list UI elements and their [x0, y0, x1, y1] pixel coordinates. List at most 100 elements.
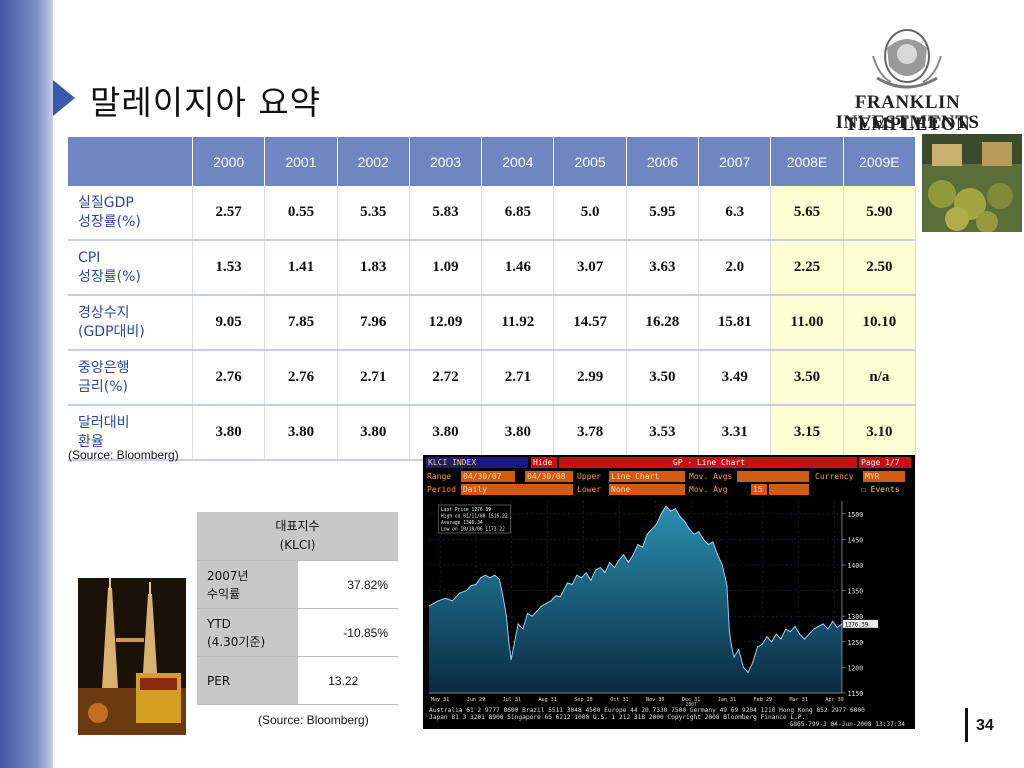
- bbg-events-toggle[interactable]: ☐ Events: [861, 485, 900, 494]
- data-point: [766, 636, 768, 638]
- table-cell: 3.80: [192, 405, 266, 461]
- bloomberg-terminal-chart: KLCI INDEX Hide GP - Line Chart Page 1/7…: [423, 455, 915, 729]
- data-point: [502, 595, 504, 597]
- bbg-period-label: Period: [427, 485, 456, 494]
- table-cell: 7.96: [337, 295, 410, 351]
- bbg-movavg-label: Mov. Avg: [689, 485, 728, 494]
- franklin-templeton-logo: FRANKLIN TEMPLETON INVESTMENTS: [805, 26, 1010, 135]
- bbg-events-label: Events: [870, 485, 900, 494]
- data-point: [494, 574, 496, 576]
- table-row: 실질GDP 성장률(%) 2.57 0.55 5.35 5.83 6.85 5.0…: [68, 186, 917, 241]
- bbg-lower-select[interactable]: None: [609, 484, 685, 495]
- data-point: [585, 572, 587, 574]
- data-point: [466, 590, 467, 591]
- x-tick-label: May 31: [431, 697, 449, 703]
- data-point: [484, 574, 486, 576]
- data-point: [731, 646, 733, 648]
- data-point: [780, 638, 782, 640]
- stats-line: High on 01/11/08 1516.22: [441, 513, 508, 519]
- last-price-label: 1276.39: [845, 622, 869, 628]
- source-note: (Source: Bloomberg): [258, 713, 369, 727]
- bbg-lower-label: Lower: [577, 485, 602, 494]
- row-label-line2: 환율: [78, 433, 104, 450]
- row-label: 실질GDP 성장률(%): [68, 186, 193, 241]
- x-tick-label: Oct 31: [610, 697, 628, 703]
- table-row: 경상수지 (GDP대비) 9.05 7.85 7.96 12.09 11.92 1…: [68, 295, 917, 351]
- table-cell-estimate: 3.10: [843, 405, 917, 461]
- header-year: 2006: [626, 137, 700, 186]
- stats-line: Low on 10/10/06 1173.22: [441, 526, 505, 532]
- x-tick-label: Apr 30: [825, 697, 843, 703]
- data-point: [604, 572, 606, 574]
- data-point: [541, 605, 542, 607]
- table-cell: 1.41: [264, 240, 338, 296]
- index-header-line2: (KLCI): [279, 538, 316, 552]
- data-point: [576, 574, 578, 576]
- bbg-range-to[interactable]: 04/30/08: [525, 471, 573, 482]
- bbg-currency-field[interactable]: MYR: [863, 471, 905, 482]
- table-cell: 1.09: [409, 240, 483, 296]
- bbg-movavg-field[interactable]: 15: [751, 484, 767, 495]
- logo-line1: FRANKLIN TEMPLETON: [844, 92, 971, 135]
- table-cell: 5.95: [626, 186, 700, 241]
- bbg-page[interactable]: Page 1/7: [859, 457, 911, 468]
- bbg-hide-button[interactable]: Hide: [531, 457, 557, 468]
- row-label: CPI 성장률(%): [68, 240, 193, 296]
- data-point: [480, 577, 481, 579]
- index-row-label: YTD (4.30기준): [197, 608, 298, 657]
- index-row: 2007년 수익률 37.82%: [197, 560, 398, 609]
- bbg-range-from[interactable]: 04/30/07: [461, 471, 515, 482]
- data-point: [499, 578, 500, 580]
- page-title: 말레이지아 요약: [90, 83, 322, 122]
- bbg-settings-row1: Range 04/30/07 04/30/08 Upper Line Chart…: [423, 470, 915, 483]
- title-arrow-icon: [53, 80, 75, 116]
- data-point: [656, 523, 657, 525]
- bbg-period-select[interactable]: Daily: [461, 484, 573, 495]
- table-cell: 3.80: [409, 405, 483, 461]
- data-point: [728, 631, 730, 632]
- table-cell: 3.31: [698, 405, 772, 461]
- bbg-movavg-extra[interactable]: [769, 484, 809, 495]
- data-point: [642, 546, 643, 548]
- y-tick-label: 1300: [848, 613, 864, 621]
- table-cell-estimate: n/a: [843, 350, 917, 406]
- table-cell: 2.76: [192, 350, 266, 406]
- data-point: [646, 533, 648, 535]
- data-point: [623, 554, 625, 556]
- table-cell: 9.05: [192, 295, 266, 351]
- data-point: [721, 564, 723, 566]
- bbg-upper-select[interactable]: Line Chart: [609, 471, 685, 482]
- row-label-line1: 경상수지: [78, 304, 130, 321]
- data-point: [555, 595, 557, 597]
- data-point: [832, 620, 833, 622]
- row-label: 중앙은행 금리(%): [68, 350, 193, 406]
- header-year: 2000: [192, 137, 266, 186]
- data-point: [567, 582, 568, 584]
- data-point: [510, 659, 512, 661]
- table-cell: 3.80: [337, 405, 410, 461]
- header-year: 2009E: [843, 137, 917, 186]
- data-point: [785, 628, 787, 630]
- data-point: [674, 508, 676, 510]
- data-point: [531, 615, 533, 617]
- row-label-line1: 실질GDP: [78, 194, 134, 211]
- table-cell: 3.07: [553, 240, 627, 296]
- table-cell-estimate: 5.65: [770, 186, 844, 241]
- bbg-footer-line1: Australia 61 2 9777 8600 Brazil 5511 304…: [429, 707, 865, 714]
- table-cell: 3.80: [264, 405, 338, 461]
- x-tick-label: Feb 29: [754, 697, 772, 703]
- x-tick-label: Jan 31: [718, 697, 736, 703]
- data-point: [775, 633, 777, 635]
- data-point: [660, 513, 662, 515]
- bbg-movavgs-field[interactable]: [737, 471, 809, 482]
- row-label-line1: 달러대비: [78, 414, 130, 431]
- table-cell: 6.3: [698, 186, 772, 241]
- data-point: [571, 584, 573, 585]
- index-row: PER 13.22: [197, 656, 398, 705]
- table-cell-estimate: 3.50: [770, 350, 844, 406]
- last-price-tag: [842, 619, 879, 628]
- data-point: [459, 592, 460, 594]
- bbg-settings-row2: Period Daily Lower None Mov. Avg 15 ☐ Ev…: [423, 483, 915, 496]
- bbg-ticker[interactable]: KLCI INDEX: [426, 457, 528, 468]
